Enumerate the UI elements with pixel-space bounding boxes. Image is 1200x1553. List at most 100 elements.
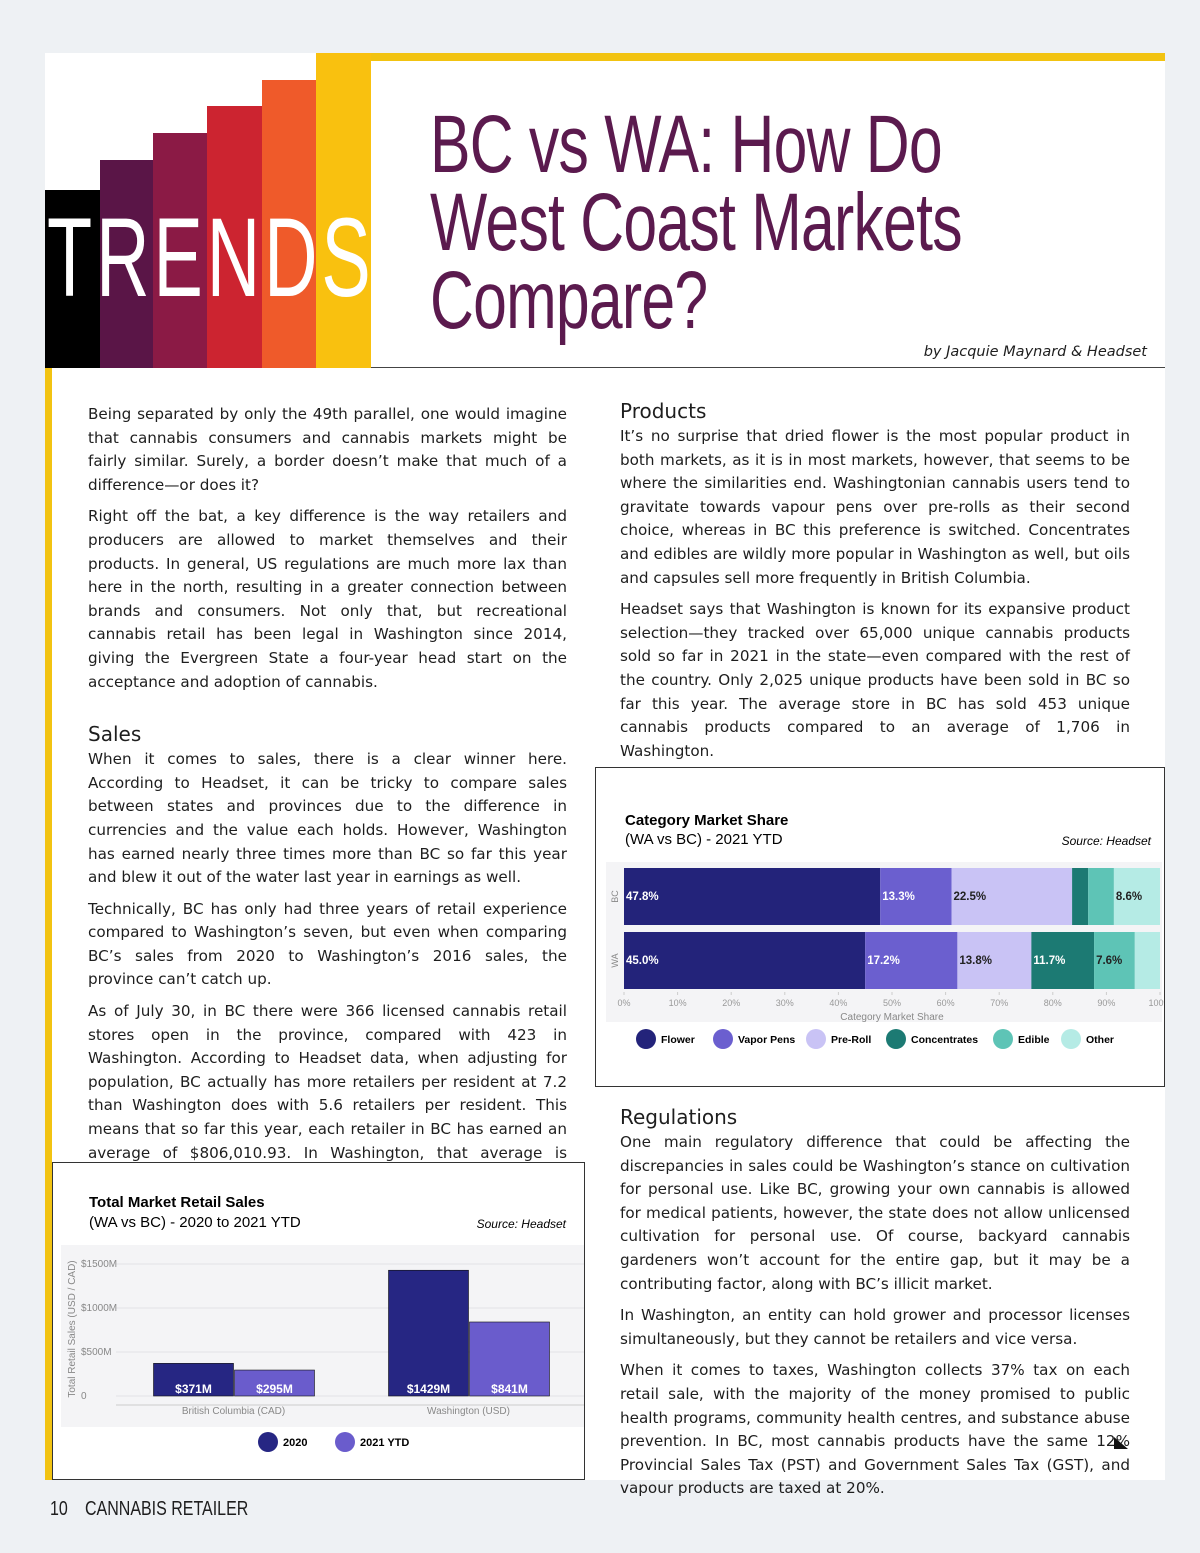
chart-subtitle: (WA vs BC) - 2020 to 2021 YTD (89, 1214, 301, 1231)
legend-swatch (258, 1432, 278, 1452)
byline: by Jacquie Maynard & Headset (923, 344, 1147, 360)
end-mark (1114, 1437, 1128, 1449)
x-tick-label: 80% (1044, 998, 1062, 1008)
legend-label: Edible (1018, 1034, 1050, 1046)
y-tick-label: BC (610, 890, 620, 903)
step (45, 190, 101, 368)
paragraph: In Washington, an entity can hold grower… (620, 1306, 1130, 1348)
x-tick-label: 0% (617, 998, 630, 1008)
left-column: Being separated by only the 49th paralle… (88, 403, 567, 1197)
legend-label: Flower (661, 1034, 695, 1046)
value-label: 11.7% (1033, 955, 1065, 967)
step (262, 80, 317, 368)
value-label: 13.8% (959, 955, 992, 967)
value-label: $371M (175, 1382, 212, 1396)
legend-swatch (713, 1029, 733, 1049)
legend-label: Vapor Pens (738, 1034, 795, 1046)
x-tick-label: 60% (937, 998, 955, 1008)
paragraph: It’s no surprise that dried flower is th… (620, 427, 1130, 587)
value-label: $1429M (407, 1382, 450, 1396)
value-label: $295M (256, 1382, 293, 1396)
chart-title: Category Market Share (625, 812, 788, 829)
x-axis-label: Category Market Share (840, 1012, 944, 1023)
legend-swatch (993, 1029, 1013, 1049)
legend-label: 2020 (283, 1437, 307, 1449)
y-tick-label: $1500M (81, 1259, 117, 1270)
paragraph: Headset says that Washington is known fo… (620, 600, 1130, 760)
value-label: $841M (491, 1382, 528, 1396)
chart-subtitle: (WA vs BC) - 2021 YTD (625, 831, 783, 848)
y-tick-label: WA (610, 953, 620, 967)
legend-label: Pre-Roll (831, 1034, 871, 1046)
section-label: TRENDS (47, 195, 375, 320)
x-tick-label: 50% (883, 998, 901, 1008)
bar-segment (1113, 868, 1160, 925)
value-label: 17.2% (867, 955, 900, 967)
step (100, 160, 154, 368)
title-line: West Coast Markets (430, 177, 963, 268)
bar-segment (1134, 932, 1160, 989)
x-tick-label: 70% (990, 998, 1008, 1008)
chart-source: Source: Headset (477, 1217, 567, 1231)
step (207, 106, 263, 368)
step (153, 133, 208, 368)
section-heading: Products (620, 399, 707, 423)
paragraph: As of July 30, in BC there were 366 lice… (88, 1002, 567, 1186)
bar (469, 1321, 550, 1397)
paragraph: Right off the bat, a key difference is t… (88, 507, 567, 691)
legend-swatch (886, 1029, 906, 1049)
bar-segment (865, 932, 958, 989)
legend-label: Other (1086, 1034, 1114, 1046)
value-label: 22.5% (953, 891, 986, 903)
y-axis-label: Total Retail Sales (USD / CAD) (67, 1260, 78, 1397)
value-label: 45.0% (626, 955, 659, 967)
x-tick-label: 40% (829, 998, 847, 1008)
x-tick-label: 100% (1148, 998, 1165, 1008)
bar-segment (624, 932, 866, 989)
right-column: Products It’s no surprise that dried flow… (620, 399, 1130, 771)
chart-source: Source: Headset (1062, 834, 1152, 848)
paragraph: When it comes to taxes, Washington colle… (620, 1361, 1130, 1498)
title-line: Compare? (430, 255, 708, 346)
section-heading: Regulations (620, 1105, 738, 1129)
legend-swatch (1061, 1029, 1081, 1049)
bar-segment (1031, 932, 1095, 989)
paragraph: Technically, BC has only had three years… (88, 899, 567, 989)
step (316, 53, 371, 368)
y-tick-label: $500M (81, 1347, 112, 1358)
x-tick-label: 30% (776, 998, 794, 1008)
bar-segment (1094, 932, 1135, 989)
value-label: 8.6% (1116, 891, 1142, 903)
bar-segment (1072, 868, 1089, 925)
share-chart: Category Market Share (WA vs BC) - 2021 Y… (595, 767, 1165, 1087)
paragraph: One main regulatory difference that coul… (620, 1133, 1130, 1293)
legend-label: 2021 YTD (360, 1437, 409, 1449)
regulations-column: Regulations One main regulatory differenc… (620, 1105, 1130, 1509)
value-label: 47.8% (626, 891, 659, 903)
paragraph: Being separated by only the 49th paralle… (88, 405, 567, 494)
x-tick-label: 20% (722, 998, 740, 1008)
section-heading: Sales (88, 722, 142, 747)
bar (234, 1369, 315, 1397)
sales-chart: Total Market Retail Sales (WA vs BC) - 20… (52, 1162, 585, 1480)
bar-segment (957, 932, 1032, 989)
publication: CANNABIS RETAILER (85, 1498, 249, 1520)
page-number: 10 (50, 1498, 68, 1520)
legend-swatch (806, 1029, 826, 1049)
value-label: 13.3% (882, 891, 915, 903)
bar-segment (880, 868, 952, 925)
bar (388, 1269, 469, 1397)
title: BC vs WA: How Do West Coast Markets Compar… (430, 104, 963, 346)
x-tick-label: Washington (USD) (427, 1406, 510, 1417)
legend-swatch (335, 1432, 355, 1452)
y-tick-label: 0 (81, 1391, 87, 1402)
paragraph: When it comes to sales, there is a clear… (88, 750, 567, 887)
x-tick-label: 90% (1097, 998, 1115, 1008)
left-rule (45, 368, 52, 1480)
bar-segment (951, 868, 1073, 925)
top-rule (316, 53, 1165, 61)
legend-swatch (636, 1029, 656, 1049)
bar-segment (624, 868, 881, 925)
y-tick-label: $1000M (81, 1303, 117, 1314)
